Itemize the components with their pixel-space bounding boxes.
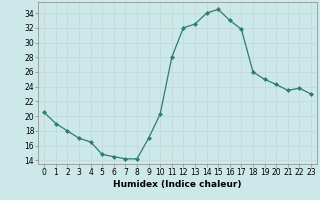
X-axis label: Humidex (Indice chaleur): Humidex (Indice chaleur) (113, 180, 242, 189)
